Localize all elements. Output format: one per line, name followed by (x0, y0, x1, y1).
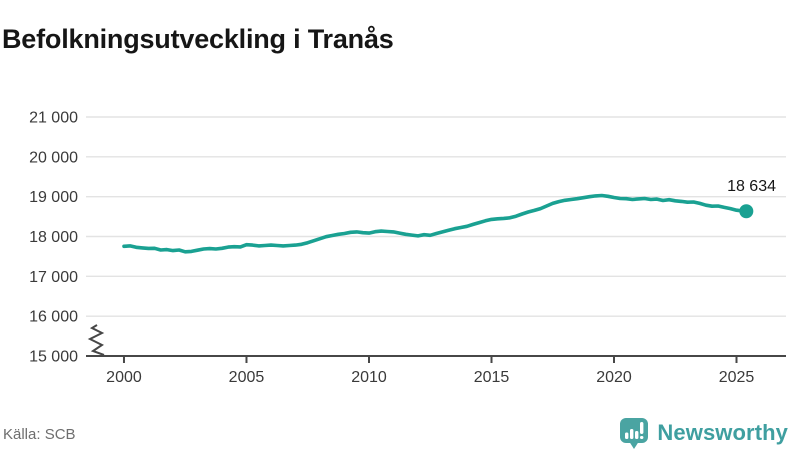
y-axis-break-icon (87, 324, 105, 356)
x-axis-tick-label: 2015 (474, 369, 510, 386)
y-axis-tick-label: 21 000 (29, 110, 78, 127)
newsworthy-wordmark: Newsworthy (657, 420, 788, 445)
y-axis-tick-label: 18 000 (29, 229, 78, 246)
x-axis-tick-label: 2000 (106, 369, 142, 386)
y-axis-tick-label: 16 000 (29, 309, 78, 326)
x-axis-tick-label: 2020 (596, 369, 632, 386)
newsworthy-logo-icon (620, 417, 649, 449)
x-axis-tick-label: 2025 (719, 369, 755, 386)
x-axis-tick-label: 2010 (351, 369, 387, 386)
newsworthy-brand: Newsworthy (619, 416, 788, 450)
series-end-point (739, 204, 754, 219)
y-axis-tick-label: 17 000 (29, 269, 78, 286)
last-value-label: 18 634 (727, 178, 776, 195)
chart-title: Befolkningsutveckling i Tranås (2, 24, 394, 55)
y-axis-tick-label: 19 000 (29, 189, 78, 206)
y-axis-tick-label: 15 000 (29, 349, 78, 366)
y-axis-tick-label: 20 000 (29, 149, 78, 166)
population-series-line (122, 193, 749, 254)
x-axis-tick-label: 2005 (229, 369, 265, 386)
source-note: Källa: SCB (3, 426, 76, 443)
